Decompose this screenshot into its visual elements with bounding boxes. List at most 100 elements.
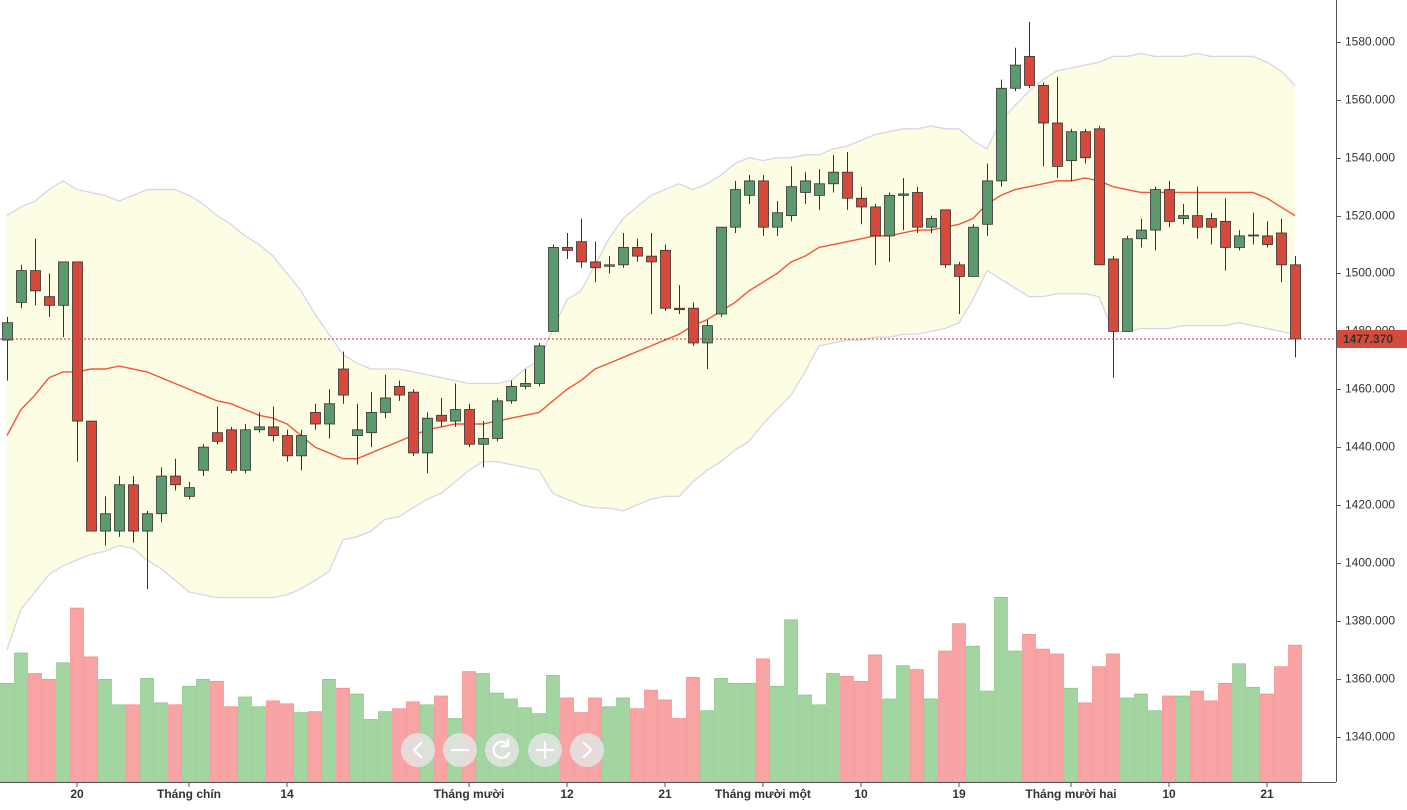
candle-body: [898, 193, 909, 196]
volume-bar: [294, 712, 308, 782]
candle-body: [184, 487, 195, 497]
y-tick-label: 1400.000: [1345, 556, 1395, 570]
x-tick-label: 21: [1260, 787, 1274, 801]
volume-bar: [112, 704, 126, 782]
middle-band-line: [6, 177, 1296, 460]
candle-body: [72, 261, 83, 422]
y-tick-label: 1500.000: [1345, 266, 1395, 280]
scroll-right-button[interactable]: [570, 733, 604, 767]
volume-bar: [14, 652, 28, 782]
zoom-in-button[interactable]: [528, 733, 562, 767]
candle-body: [436, 414, 447, 422]
candle-body: [618, 247, 629, 266]
candle-body: [1122, 238, 1133, 332]
volume-bar: [714, 678, 728, 782]
lower-band-line: [6, 269, 1296, 650]
candle-body: [562, 247, 573, 251]
volume-bar: [1148, 710, 1162, 782]
candle-body: [520, 383, 531, 387]
volume-bar: [154, 702, 168, 782]
volume-bar: [686, 677, 700, 782]
candle-body: [2, 322, 13, 341]
candle-body: [590, 261, 601, 269]
volume-bar: [196, 679, 210, 782]
volume-bar: [1064, 687, 1078, 782]
candle-body: [982, 180, 993, 225]
candle-body: [702, 325, 713, 344]
candle-body: [408, 391, 419, 454]
axes: 1340.000 1360.000 1380.000 1400.000 1420.000…: [70, 35, 1407, 801]
volume-bar: [644, 689, 658, 782]
candle-body: [730, 189, 741, 228]
candle-body: [86, 420, 97, 532]
candle-body: [1262, 235, 1273, 245]
volume-bar: [1092, 666, 1106, 782]
volume-bar: [336, 687, 350, 782]
candle-body: [632, 247, 643, 257]
candle-body: [870, 206, 881, 237]
upper-band-line: [6, 52, 1296, 385]
candle-body: [548, 247, 559, 332]
y-tick-label: 1380.000: [1345, 614, 1395, 628]
x-tick-label: 19: [952, 787, 966, 801]
candle-body: [1178, 215, 1189, 219]
volume-bar: [966, 645, 980, 782]
y-tick-label: 1560.000: [1345, 93, 1395, 107]
volume-bar: [28, 673, 42, 782]
zoom-out-button[interactable]: [443, 733, 477, 767]
y-tick-label: 1540.000: [1345, 151, 1395, 165]
reset-button[interactable]: [485, 733, 519, 767]
volume-bar: [322, 679, 336, 782]
navigation-controls: [401, 733, 604, 767]
candle-body: [1136, 229, 1147, 240]
volume-bar: [308, 711, 322, 782]
candle-body: [646, 255, 657, 263]
candle-body: [114, 484, 125, 532]
volume-bar: [616, 697, 630, 782]
volume-bar: [140, 678, 154, 782]
volume-bar: [42, 679, 56, 782]
candle-body: [758, 180, 769, 228]
candle-body: [1150, 189, 1161, 231]
candle-body: [716, 226, 727, 315]
candle-body: [1094, 128, 1105, 266]
candle-body: [30, 270, 41, 292]
volume-bar: [1218, 682, 1232, 782]
candle-body: [954, 264, 965, 277]
x-tick-label: 12: [560, 787, 574, 801]
candle-body: [968, 226, 979, 277]
candle-body: [268, 426, 279, 436]
volume-bar: [1204, 700, 1218, 782]
volume-bar: [1120, 697, 1134, 782]
volume-bar: [224, 706, 238, 782]
volume-bar: [980, 690, 994, 782]
candle-body: [254, 426, 265, 431]
candle-body: [240, 429, 251, 471]
candle-body: [1220, 221, 1231, 248]
volume-bar: [1162, 695, 1176, 782]
candle-body: [744, 180, 755, 196]
volume-bar: [280, 703, 294, 782]
volume-bar: [1008, 650, 1022, 782]
x-tick-label: 20: [70, 787, 84, 801]
candle-body: [58, 261, 69, 306]
candle-body: [1108, 258, 1119, 332]
scroll-left-button[interactable]: [401, 733, 435, 767]
volume-bar: [938, 650, 952, 782]
candle-body: [352, 429, 363, 436]
volume-bar: [882, 698, 896, 782]
candle-body: [1248, 234, 1259, 237]
candle-body: [828, 171, 839, 185]
volume-bar: [560, 697, 574, 782]
volume-bar: [1106, 653, 1120, 782]
volume-bar: [350, 693, 364, 782]
candle-body: [142, 513, 153, 532]
volume-bar: [56, 662, 70, 782]
x-tick-label: 10: [1162, 787, 1176, 801]
volume-bar: [182, 685, 196, 782]
candle-body: [800, 180, 811, 193]
candle-body: [842, 171, 853, 199]
y-tick-label: 1360.000: [1345, 672, 1395, 686]
volume-bar: [1246, 686, 1260, 782]
x-tick-label: 21: [658, 787, 672, 801]
